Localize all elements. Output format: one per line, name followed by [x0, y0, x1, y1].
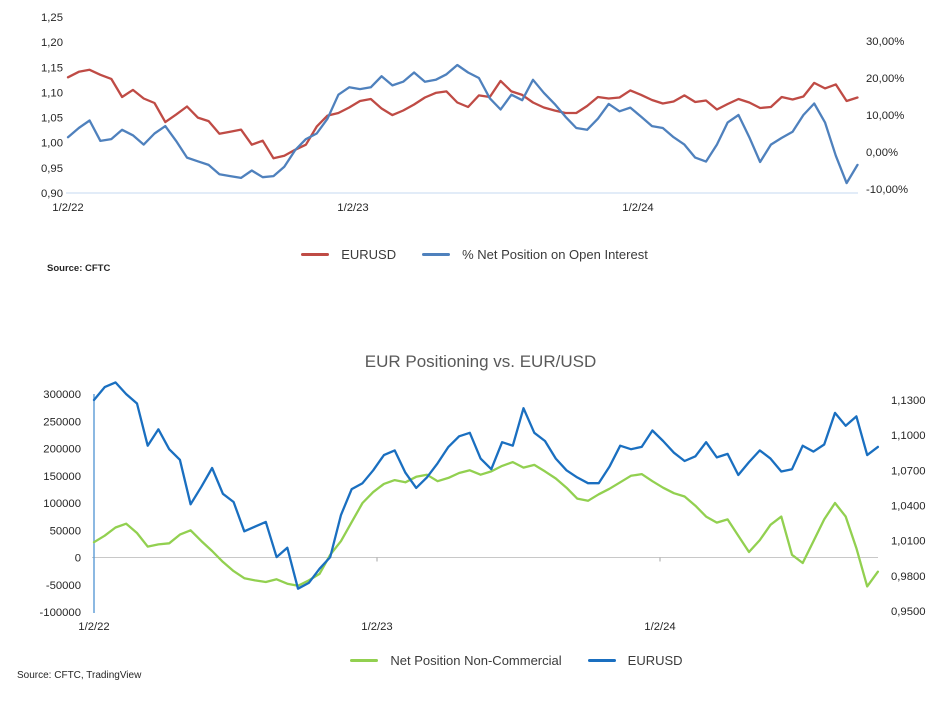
net-position-oi-line-swatch: [422, 253, 451, 256]
legend-item-net-position-oi: % Net Position on Open Interest: [422, 247, 648, 262]
eurusd-line-swatch: [301, 253, 330, 256]
left-axis-tick-label: 0,90: [41, 188, 63, 200]
legend-label-eurusd-bottom: EURUSD: [627, 653, 683, 668]
bottom-chart-legend: Net Position Non-Commercial EURUSD: [42, 653, 949, 668]
left-axis-tick-label: 1,25: [41, 12, 63, 24]
left-axis-tick-label: -100000: [40, 607, 81, 619]
x-axis-tick-label: 1/2/22: [78, 621, 109, 633]
left-axis-tick-label: 1,10: [41, 87, 63, 99]
x-axis-tick-label: 1/2/23: [361, 621, 392, 633]
left-axis-tick-label: 1,05: [41, 113, 63, 125]
series-line--net-position-on-open-interest: [66, 63, 859, 185]
left-axis-tick-label: 1,00: [41, 138, 63, 150]
series-line-net-position-non-commercial: [92, 460, 880, 588]
left-axis-tick-label: 0,95: [41, 163, 63, 175]
legend-label-eurusd: EURUSD: [341, 247, 397, 262]
left-axis-tick-label: -50000: [46, 580, 81, 592]
left-axis-tick-label: 1,15: [41, 62, 63, 74]
x-axis-tick-label: 1/2/24: [644, 621, 675, 633]
legend-label-net-position-noncommercial: Net Position Non-Commercial: [390, 653, 562, 668]
left-axis-tick-label: 250000: [43, 416, 81, 428]
left-axis-tick-label: 0: [75, 553, 81, 565]
x-axis-tick-label: 1/2/24: [622, 202, 653, 214]
left-axis-tick-label: 300000: [43, 389, 81, 401]
right-axis-tick-label: -10,00%: [866, 184, 908, 196]
right-axis-tick-label: 0,9500: [891, 606, 926, 618]
series-line-eurusd: [66, 68, 859, 160]
series-line-eurusd: [92, 381, 880, 590]
right-axis-tick-label: 1,0100: [891, 536, 926, 548]
x-axis-tick-label: 1/2/23: [337, 202, 368, 214]
right-axis-tick-label: 30,00%: [866, 36, 904, 48]
top-chart-legend: EURUSD % Net Position on Open Interest: [0, 247, 949, 262]
legend-item-eurusd: EURUSD: [301, 247, 396, 262]
net-position-noncommercial-line-swatch: [350, 659, 379, 662]
bottom-chart-title: EUR Positioning vs. EUR/USD: [364, 352, 597, 371]
right-axis-tick-label: 0,00%: [866, 147, 898, 159]
right-axis-tick-label: 0,9800: [891, 571, 926, 583]
legend-label-net-position-oi: % Net Position on Open Interest: [462, 247, 648, 262]
left-axis-tick-label: 1,20: [41, 37, 63, 49]
right-axis-tick-label: 1,1300: [891, 395, 926, 407]
top-chart-canvas: 1,25 1,20 1,15 1,10 1,05 1,00 0,95 0,90 30,00% 20…: [41, 12, 908, 214]
right-axis-tick-label: 1,0400: [891, 501, 926, 513]
left-axis-tick-label: 100000: [43, 498, 81, 510]
left-axis-tick-label: 50000: [50, 525, 81, 537]
top-chart-source: Source: CFTC: [47, 263, 111, 274]
right-axis-tick-label: 1,1000: [891, 430, 926, 442]
left-axis-tick-label: 150000: [43, 471, 81, 483]
legend-item-net-position-noncommercial: Net Position Non-Commercial: [350, 653, 562, 668]
right-axis-tick-label: 10,00%: [866, 110, 904, 122]
bottom-chart-source: Source: CFTC, TradingView: [17, 670, 142, 681]
bottom-chart-canvas: 300000 250000 200000 150000 100000 50000 0 -500…: [40, 381, 926, 633]
right-axis-tick-label: 1,0700: [891, 465, 926, 477]
eurusd-bottom-line-swatch: [587, 659, 616, 662]
legend-item-eurusd-bottom: EURUSD: [587, 653, 683, 668]
right-axis-tick-label: 20,00%: [866, 73, 904, 85]
x-axis-tick-label: 1/2/22: [52, 202, 83, 214]
left-axis-tick-label: 200000: [43, 444, 81, 456]
